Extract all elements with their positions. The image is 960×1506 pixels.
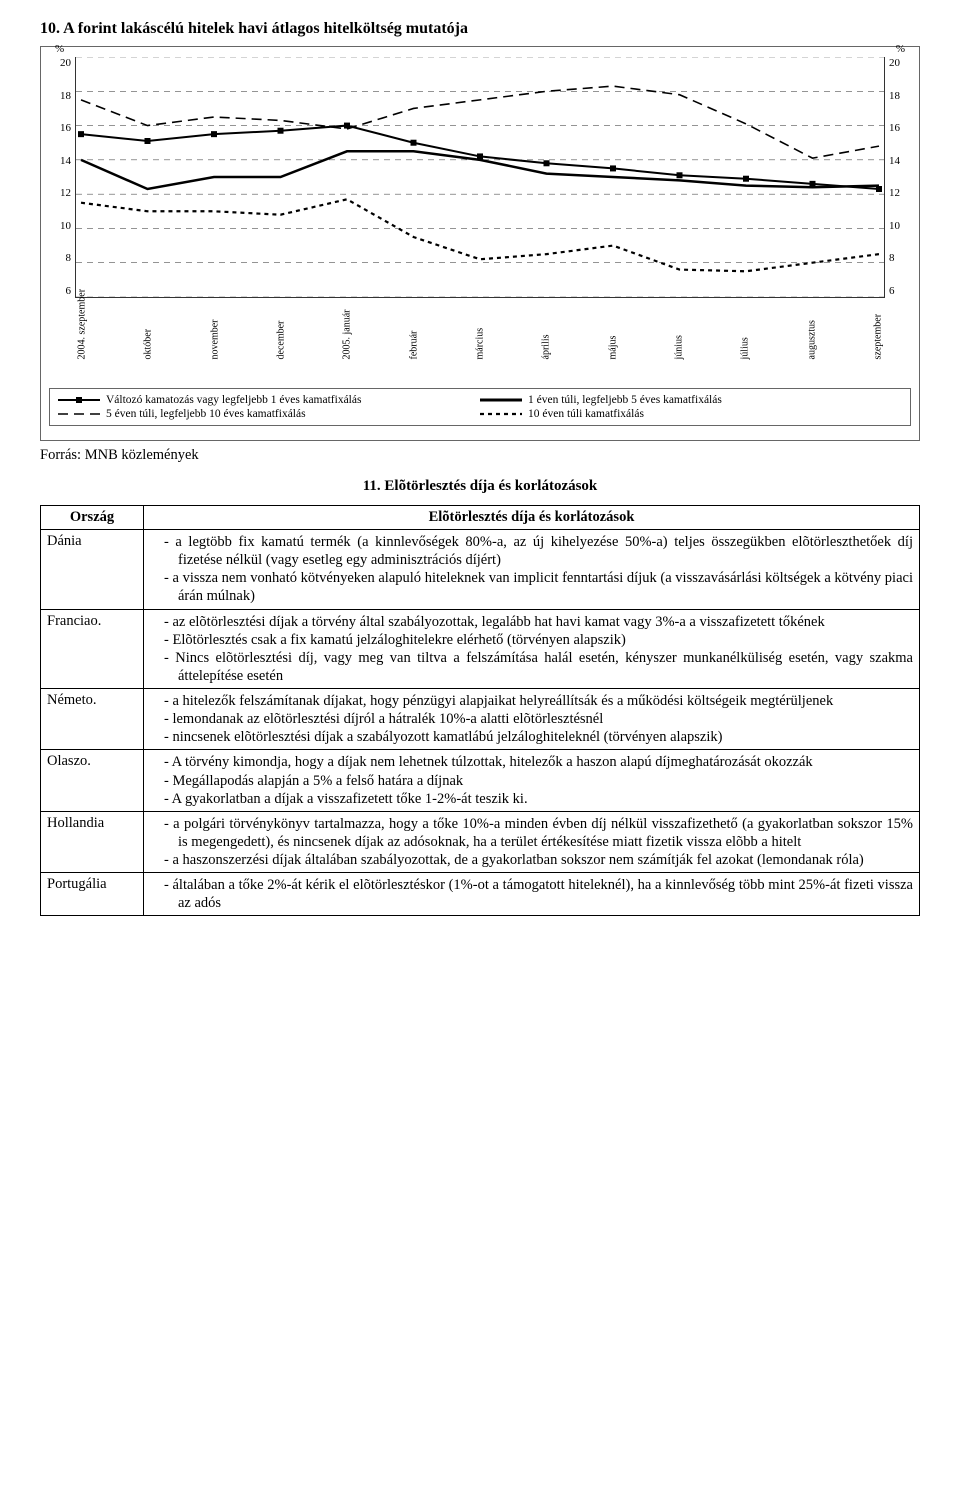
table-row: Portugália általában a tőke 2%-át kérik e… (41, 873, 920, 916)
desc-cell: a polgári törvénykönyv tartalmazza, hogy… (144, 811, 920, 872)
table-row: Franciao. az elõtörlesztési díjak a törvé… (41, 609, 920, 689)
y-unit-right: % (896, 43, 905, 55)
country-cell: Hollandia (41, 811, 144, 872)
chart-source: Forrás: MNB közlemények (40, 447, 920, 464)
legend-item: 1 éven túli, legfeljebb 5 éves kamatfixá… (480, 393, 902, 407)
list-item: Nincs elõtörlesztési díj, vagy meg van t… (164, 649, 913, 685)
list-item: nincsenek elõtörlesztési díjak a szabály… (164, 728, 913, 746)
list-item: a vissza nem vonható kötvényeken alapuló… (164, 569, 913, 605)
list-item: A törvény kimondja, hogy a díjak nem leh… (164, 753, 913, 771)
country-cell: Olaszo. (41, 750, 144, 811)
list-item: Megállapodás alapján a 5% a felső határa… (164, 772, 913, 790)
list-item: általában a tőke 2%-át kérik el elõtörle… (164, 876, 913, 912)
list-item: A gyakorlatban a díjak a visszafizetett … (164, 790, 913, 808)
list-item: lemondanak az elõtörlesztési díjról a há… (164, 710, 913, 728)
y-axis-left: 20181614121086 (49, 57, 75, 297)
y-axis-right: 20181614121086 (885, 57, 911, 297)
desc-cell: az elõtörlesztési díjak a törvény által … (144, 609, 920, 689)
list-item: a legtöbb fix kamatú termék (a kinnlevős… (164, 533, 913, 569)
legend-item: 10 éven túli kamatfixálás (480, 407, 902, 421)
prepayment-table: Ország Elõtörlesztés díja és korlátozáso… (40, 505, 920, 916)
country-cell: Dánia (41, 530, 144, 610)
table-row: Hollandia a polgári törvénykönyv tartalma… (41, 811, 920, 872)
table-row: Olaszo. A törvény kimondja, hogy a díjak … (41, 750, 920, 811)
desc-cell: általában a tőke 2%-át kérik el elõtörle… (144, 873, 920, 916)
list-item: Elõtörlesztés csak a fix kamatú jelzálog… (164, 631, 913, 649)
table-row: Dánia a legtöbb fix kamatú termék (a kinn… (41, 530, 920, 610)
list-item: a haszonszerzési díjak általában szabály… (164, 851, 913, 869)
desc-cell: A törvény kimondja, hogy a díjak nem leh… (144, 750, 920, 811)
table-title: 11. Elõtörlesztés díja és korlátozások (40, 478, 920, 495)
x-axis-labels: 2004. szeptemberoktóbernovemberdecember2… (75, 321, 885, 332)
list-item: a polgári törvénykönyv tartalmazza, hogy… (164, 815, 913, 851)
country-cell: Franciao. (41, 609, 144, 689)
legend-item: 5 éven túli, legfeljebb 10 éves kamatfix… (58, 407, 480, 421)
desc-cell: a legtöbb fix kamatú termék (a kinnlevős… (144, 530, 920, 610)
country-cell: Portugália (41, 873, 144, 916)
chart-legend: Változó kamatozás vagy legfeljebb 1 éves… (49, 388, 911, 426)
list-item: az elõtörlesztési díjak a törvény által … (164, 613, 913, 631)
y-unit-left: % (55, 43, 64, 55)
table-header-desc: Elõtörlesztés díja és korlátozások (144, 506, 920, 530)
table-row: Németo. a hitelezők felszámítanak díjakat… (41, 689, 920, 750)
country-cell: Németo. (41, 689, 144, 750)
table-header-country: Ország (41, 506, 144, 530)
desc-cell: a hitelezők felszámítanak díjakat, hogy … (144, 689, 920, 750)
page-title: 10. A forint lakáscélú hitelek havi átla… (40, 20, 920, 38)
list-item: a hitelezők felszámítanak díjakat, hogy … (164, 692, 913, 710)
legend-item: Változó kamatozás vagy legfeljebb 1 éves… (58, 393, 480, 407)
chart-container: % % 20181614121086 20181614121086 2004. … (40, 46, 920, 441)
chart-plot (75, 57, 885, 298)
